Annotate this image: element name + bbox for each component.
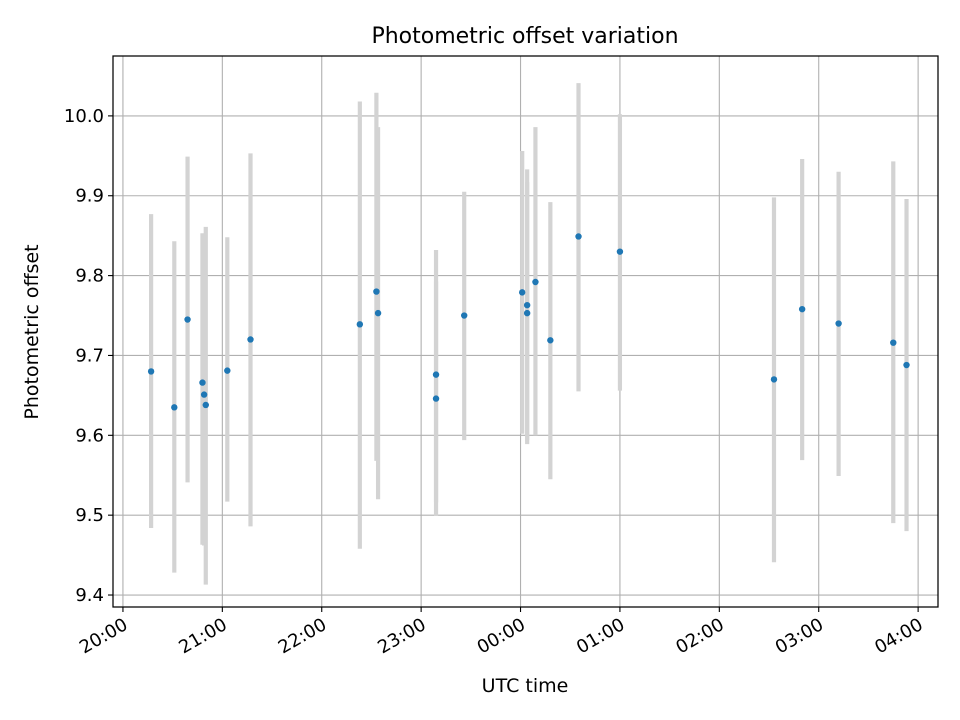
data-point	[890, 339, 897, 346]
data-point	[184, 316, 191, 323]
y-tick-label: 9.5	[75, 505, 104, 526]
data-point	[575, 233, 582, 240]
data-point	[224, 367, 231, 374]
data-points	[147, 233, 910, 411]
data-point	[247, 336, 254, 343]
data-point	[199, 379, 206, 386]
data-point	[798, 305, 806, 313]
data-point	[616, 248, 624, 255]
data-point	[523, 309, 531, 317]
data-point	[523, 301, 531, 309]
y-axis-ticks: 9.4 9.5 9.6 9.7 9.8 9.9 10.0	[64, 106, 113, 606]
data-point	[432, 371, 440, 378]
data-point	[200, 391, 208, 398]
data-point	[147, 368, 155, 375]
data-point	[532, 278, 539, 286]
y-tick-label: 10.0	[64, 106, 104, 127]
data-point	[518, 289, 526, 296]
plot-frame	[112, 55, 939, 608]
data-point	[835, 320, 842, 327]
data-point	[374, 309, 382, 317]
y-tick-label: 9.8	[75, 266, 104, 287]
data-point	[547, 337, 554, 344]
data-point	[432, 395, 440, 402]
chart-title: Photometric offset variation	[371, 24, 678, 49]
data-point	[770, 376, 778, 383]
y-axis-label: Photometric offset	[21, 244, 43, 419]
data-point	[356, 321, 364, 328]
data-point	[903, 361, 910, 369]
y-tick-label: 9.7	[75, 345, 104, 366]
y-tick-label: 9.6	[75, 425, 104, 446]
data-point	[373, 288, 380, 295]
y-tick-label: 9.4	[75, 585, 104, 606]
data-point	[202, 401, 209, 409]
y-tick-label: 9.9	[75, 186, 104, 207]
data-point	[171, 404, 178, 411]
x-axis-label: UTC time	[482, 675, 569, 697]
data-point	[461, 312, 468, 319]
